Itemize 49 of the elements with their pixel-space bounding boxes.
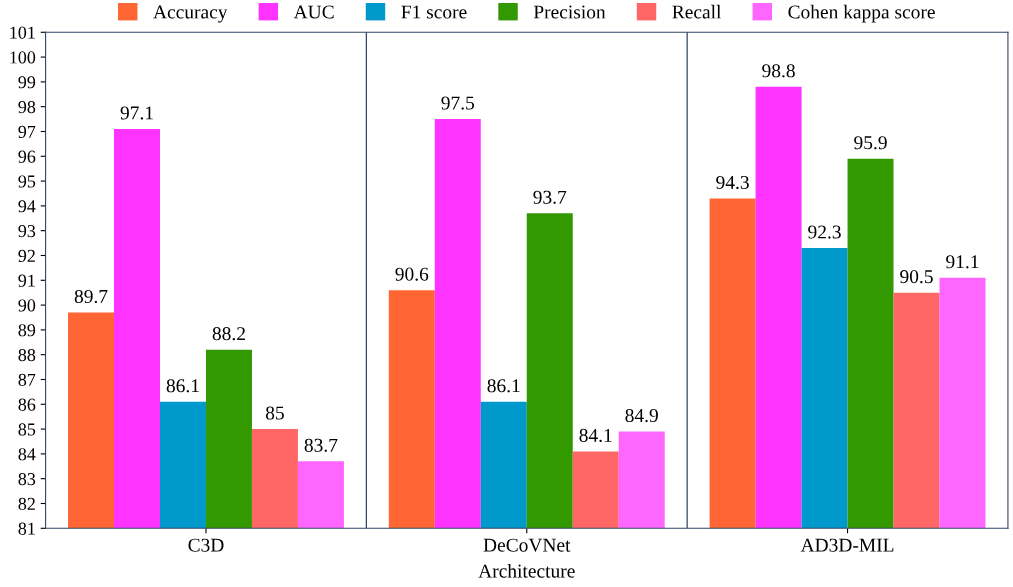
data-label: 93.7 bbox=[533, 190, 567, 204]
x-tick-label: C3D bbox=[188, 538, 224, 552]
y-tick-label: 87 bbox=[18, 373, 36, 386]
y-tick-label: 92 bbox=[18, 249, 35, 262]
data-label: 91.1 bbox=[946, 255, 979, 269]
y-tick-label: 83 bbox=[18, 472, 36, 486]
y-tick-label: 89 bbox=[18, 324, 36, 337]
data-label: 89.7 bbox=[74, 289, 108, 304]
data-label: 85 bbox=[265, 406, 284, 420]
y-tick-label: 95 bbox=[18, 175, 36, 188]
y-tick-label: 93 bbox=[18, 225, 36, 238]
y-tick-label: 90 bbox=[18, 299, 36, 312]
legend-label: Cohen kappa score bbox=[788, 4, 935, 23]
x-tick-label: AD3D-MIL bbox=[800, 538, 894, 552]
y-tick-label: 94 bbox=[18, 200, 36, 213]
data-label: 86.1 bbox=[166, 379, 199, 393]
data-label: 97.5 bbox=[441, 96, 475, 110]
y-tick-label: 86 bbox=[18, 398, 36, 411]
y-tick-label: 82 bbox=[18, 497, 35, 510]
y-tick-label: 96 bbox=[18, 150, 36, 163]
y-tick-label: 88 bbox=[18, 348, 36, 362]
data-label: 98.8 bbox=[762, 64, 795, 78]
y-tick-label: 84 bbox=[18, 448, 36, 461]
data-label: 92.3 bbox=[808, 225, 841, 239]
y-tick-label: 97 bbox=[18, 125, 36, 138]
data-label: 90.6 bbox=[395, 267, 429, 281]
legend-label: AUC bbox=[293, 5, 334, 19]
legend-label: Accuracy bbox=[153, 5, 228, 23]
legend-label: Recall bbox=[672, 4, 722, 19]
data-label: 83.7 bbox=[304, 438, 338, 452]
data-label: 97.1 bbox=[120, 106, 153, 120]
data-label: 84.1 bbox=[579, 428, 612, 442]
x-tick-label: DeCoVNet bbox=[483, 538, 571, 552]
legend-label: Precision bbox=[533, 5, 606, 19]
y-tick-label: 81 bbox=[18, 522, 35, 535]
data-label: 86.1 bbox=[487, 379, 520, 393]
data-label: 95.9 bbox=[854, 136, 887, 150]
data-label: 94.3 bbox=[716, 175, 749, 190]
y-tick-label: 99 bbox=[18, 76, 36, 89]
data-label: 84.9 bbox=[625, 408, 658, 423]
x-axis-title: Architecture bbox=[478, 563, 575, 578]
y-tick-label: 98 bbox=[18, 100, 36, 114]
y-tick-label: 100 bbox=[10, 51, 36, 64]
y-tick-label: 91 bbox=[18, 274, 35, 287]
data-label: 88.2 bbox=[212, 327, 245, 341]
y-tick-label: 85 bbox=[18, 423, 36, 436]
data-label: 90.5 bbox=[900, 270, 933, 284]
y-tick-label: 101 bbox=[10, 26, 35, 39]
legend-label: F1 score bbox=[401, 5, 467, 19]
